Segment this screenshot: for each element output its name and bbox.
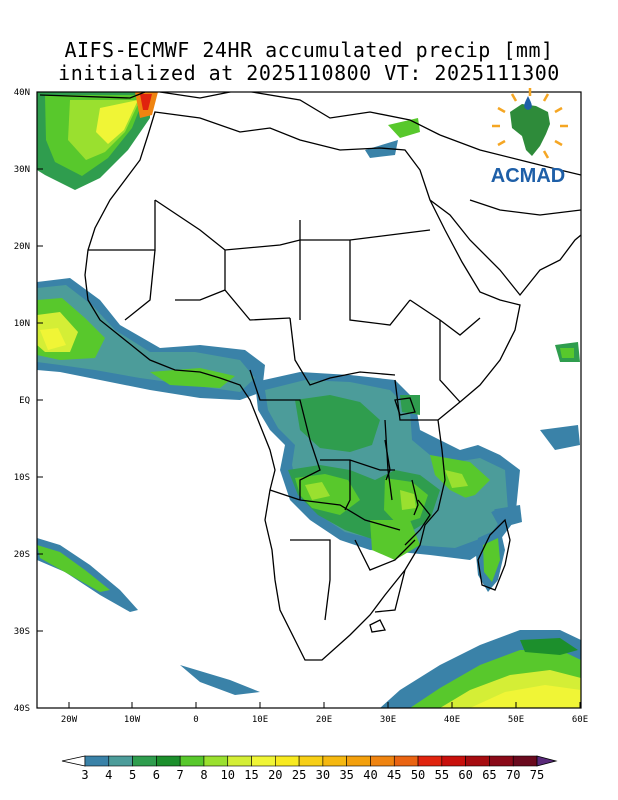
map-title-line1: AIFS-ECMWF 24HR accumulated precip [mm] — [64, 38, 554, 62]
lat-label: 40S — [14, 704, 30, 714]
colorbar-swatch — [465, 755, 490, 767]
colorbar-swatch — [251, 755, 276, 767]
colorbar-swatch — [179, 755, 205, 767]
logo-africa-icon — [510, 104, 550, 156]
colorbar-swatch — [227, 755, 252, 767]
logo-drop-icon — [524, 96, 532, 110]
colorbar-swatch — [489, 755, 514, 767]
lon-label: 60E — [572, 715, 588, 725]
colorbar-swatch — [346, 755, 371, 767]
colorbar-label: 4 — [105, 768, 112, 782]
lon-label: 10E — [252, 715, 268, 725]
colorbar-swatch — [132, 755, 157, 767]
colorbar-label: 65 — [482, 768, 496, 782]
lat-label: 20S — [14, 550, 30, 560]
colorbar-label: 45 — [387, 768, 401, 782]
colorbar-label: 6 — [153, 768, 160, 782]
colorbar-swatch — [108, 755, 133, 767]
colorbar-swatch — [393, 755, 419, 767]
colorbar-swatch — [156, 755, 181, 767]
colorbar-swatch — [370, 755, 395, 767]
colorbar-label: 8 — [200, 768, 207, 782]
logo-sun-rays-icon — [492, 88, 568, 159]
lat-label: 10S — [14, 473, 30, 483]
lat-label: 10N — [14, 319, 30, 329]
lon-label: 10W — [124, 715, 141, 725]
lon-label: 50E — [508, 715, 524, 725]
colorbar-label: 15 — [244, 768, 258, 782]
colorbar-label: 50 — [411, 768, 425, 782]
colorbar-under-arrow — [61, 755, 86, 767]
lat-label: 30N — [14, 165, 30, 175]
lon-label: 30E — [380, 715, 396, 725]
colorbar-swatch — [275, 755, 300, 767]
colorbar: 3 4 5 6 7 8 10 15 20 25 30 35 40 45 50 55 60 65 70 75 — [61, 755, 558, 782]
lon-label: 0 — [193, 715, 198, 725]
acmad-logo: ACMAD — [491, 88, 568, 187]
colorbar-swatch — [512, 755, 538, 767]
colorbar-swatch — [298, 755, 324, 767]
lon-label: 40E — [444, 715, 460, 725]
colorbar-label: 60 — [458, 768, 472, 782]
colorbar-swatch — [84, 755, 110, 767]
logo-text: ACMAD — [491, 165, 565, 187]
colorbar-swatch — [203, 755, 229, 767]
precip-fields — [37, 92, 581, 708]
colorbar-label: 5 — [129, 768, 136, 782]
colorbar-label: 70 — [506, 768, 520, 782]
lat-label: 30S — [14, 627, 30, 637]
country-boundaries — [39, 92, 581, 661]
lon-label: 20E — [316, 715, 332, 725]
lon-labels: 20W 10W 0 10E 20E 30E 40E 50E 60E — [61, 715, 588, 725]
colorbar-label: 55 — [435, 768, 449, 782]
colorbar-swatch — [322, 755, 347, 767]
lon-label: 20W — [61, 715, 78, 725]
colorbar-over-arrow — [536, 755, 558, 767]
lat-labels: 40N 30N 20N 10N EQ 10S 20S 30S 40S — [14, 88, 30, 714]
ticks — [37, 91, 581, 709]
colorbar-label: 30 — [316, 768, 330, 782]
colorbar-label: 75 — [530, 768, 544, 782]
lat-label: 20N — [14, 242, 30, 252]
colorbar-label: 3 — [81, 768, 88, 782]
map-title-line2: initialized at 2025110800 VT: 2025111300 — [58, 61, 560, 85]
colorbar-swatch — [417, 755, 443, 767]
lat-label: EQ — [19, 396, 30, 406]
colorbar-label: 40 — [363, 768, 377, 782]
colorbar-label: 7 — [177, 768, 184, 782]
colorbar-label: 20 — [268, 768, 282, 782]
colorbar-swatch — [441, 755, 466, 767]
colorbar-label: 10 — [221, 768, 235, 782]
colorbar-label: 25 — [292, 768, 306, 782]
lat-label: 40N — [14, 88, 30, 98]
colorbar-label: 35 — [339, 768, 353, 782]
